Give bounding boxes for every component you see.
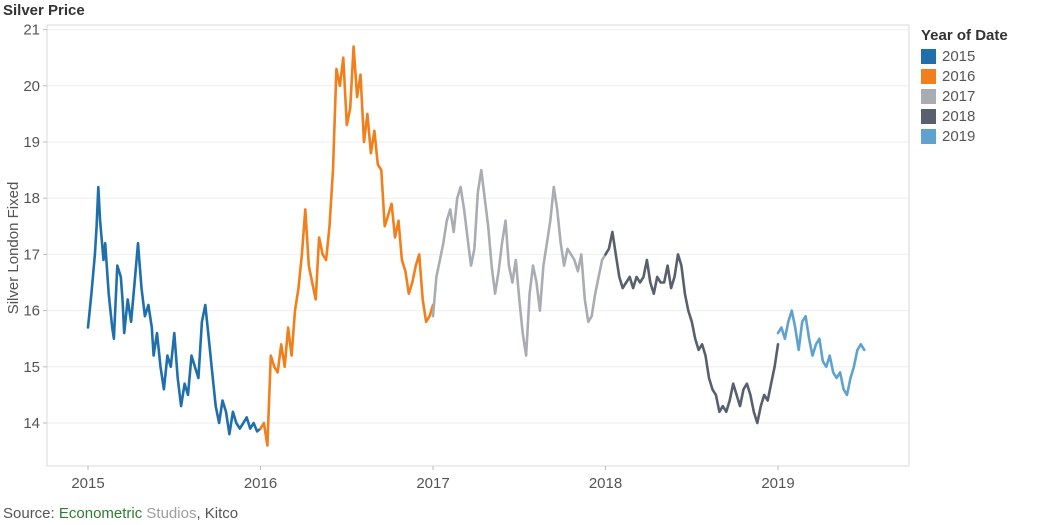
x-tick-label: 2018 [589,475,622,492]
legend-swatch [921,108,936,124]
series-lines [86,45,866,447]
series-line-2019 [776,309,866,397]
legend-item-2015[interactable]: 2015 [921,46,1008,66]
x-tick-label: 2017 [416,475,449,492]
series-line-2017 [431,168,607,357]
source-prefix: Source: [3,505,59,522]
legend-label: 2018 [942,107,976,125]
legend-swatch [921,128,936,144]
source-kitco: , Kitco [196,505,239,522]
series-line-2018 [604,230,780,425]
y-tick-label: 14 [23,415,40,432]
legend-item-2017[interactable]: 2017 [921,86,1008,106]
legend-swatch [921,48,936,64]
legend-swatch [921,68,936,84]
x-tick-label: 2016 [244,475,277,492]
y-tick-label: 15 [23,359,40,376]
legend: Year of Date 2015 2016 2017 2018 2019 [921,27,1008,146]
legend-label: 2019 [942,127,976,145]
y-tick-label: 16 [23,303,40,320]
series-line-2015 [86,185,262,436]
legend-label: 2017 [942,87,976,105]
y-tick-label: 18 [23,190,40,207]
y-tick-label: 19 [23,134,40,151]
legend-item-2018[interactable]: 2018 [921,106,1008,126]
x-tick-label: 2015 [71,475,104,492]
legend-title: Year of Date [921,27,1008,44]
series-line-2016 [259,45,435,447]
legend-label: 2015 [942,47,976,65]
axes: 14 15 16 17 18 19 20 21 2015 2016 2017 2018 2019 [23,22,910,492]
legend-item-2019[interactable]: 2019 [921,126,1008,146]
x-tick-label: 2019 [761,475,794,492]
plot-frame [46,24,910,467]
y-tick-label: 21 [23,22,40,39]
source-econometric: Econometric [58,505,143,522]
source-studios: Studios [142,505,197,522]
legend-label: 2016 [942,67,976,85]
source-note: Source: Econometric Studios, Kitco [3,505,238,522]
legend-swatch [921,88,936,104]
y-axis-label: Silver London Fixed [5,182,22,315]
y-tick-label: 17 [23,246,40,263]
y-tick-label: 20 [23,78,40,95]
chart-title: Silver Price [3,2,85,19]
legend-item-2016[interactable]: 2016 [921,66,1008,86]
